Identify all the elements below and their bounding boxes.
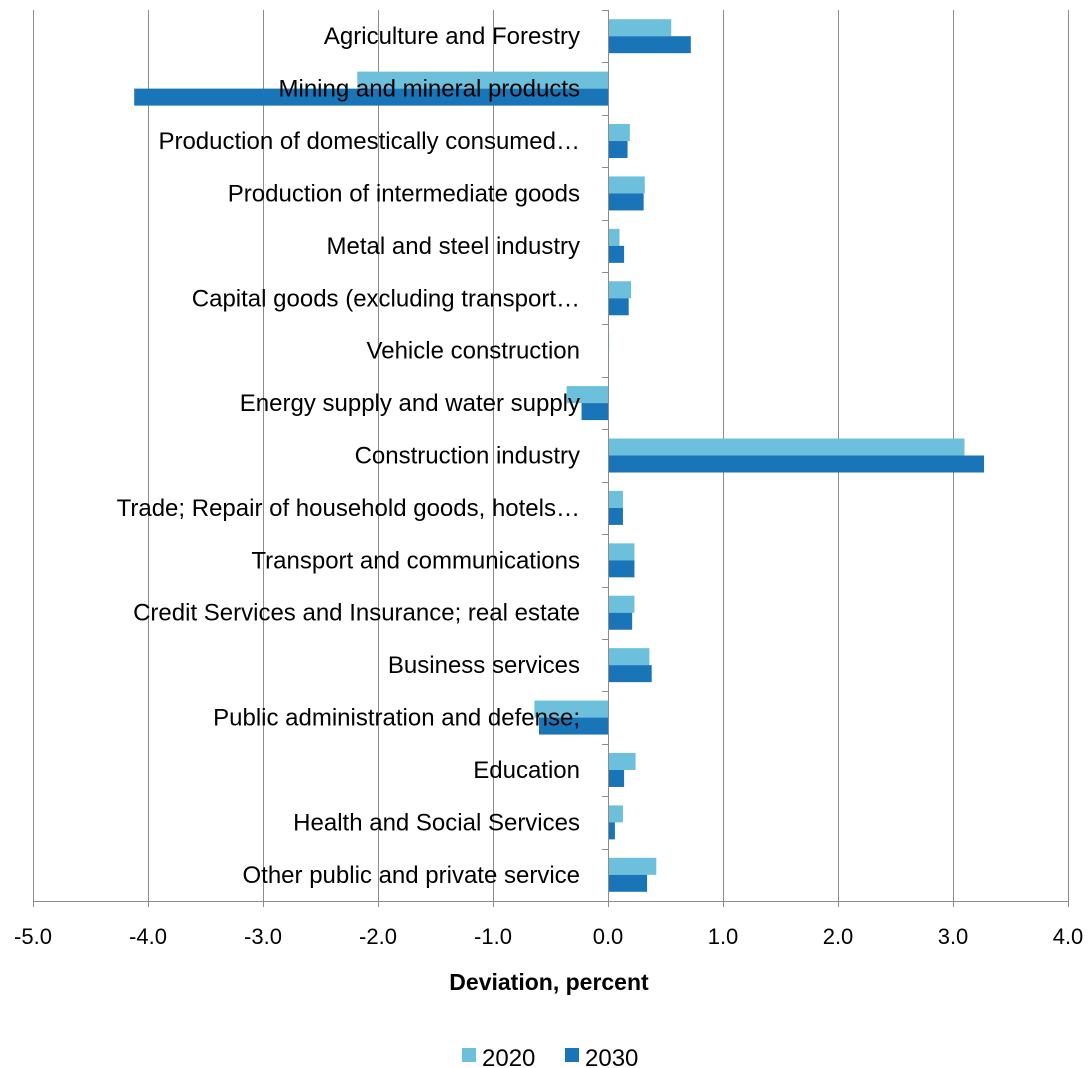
category-label-1: Mining and mineral products — [279, 76, 581, 103]
legend-label-2020: 2020 — [482, 1045, 535, 1068]
category-label-8: Construction industry — [355, 443, 580, 470]
bar-2020-16 — [608, 857, 657, 875]
legend-label-2030: 2030 — [585, 1045, 638, 1068]
bar-2020-8 — [608, 438, 965, 456]
category-label-10: Transport and communications — [251, 547, 580, 574]
x-tick-label-8: 3.0 — [938, 924, 969, 949]
category-label-14: Education — [473, 757, 580, 784]
category-label-2: Production of domestically consumed… — [158, 128, 580, 155]
x-tick-label-1: -4.0 — [129, 924, 167, 949]
legend-swatch-2020 — [462, 1048, 476, 1062]
category-label-5: Capital goods (excluding transport… — [192, 285, 580, 312]
bar-2030-5 — [608, 298, 629, 316]
bar-2030-13 — [539, 717, 608, 735]
x-tick-label-9: 4.0 — [1053, 924, 1084, 949]
bar-2020-0 — [608, 19, 672, 37]
bar-2020-3 — [608, 176, 645, 194]
bar-2030-4 — [608, 245, 625, 263]
bars — [134, 19, 985, 892]
bar-2030-8 — [608, 455, 985, 473]
x-tick-label-5: 0.0 — [593, 924, 624, 949]
x-tick-label-6: 1.0 — [708, 924, 739, 949]
category-label-11: Credit Services and Insurance; real esta… — [133, 600, 580, 627]
bar-2020-5 — [608, 281, 631, 299]
category-label-9: Trade; Repair of household goods, hotels… — [117, 495, 580, 522]
bar-2020-11 — [608, 595, 635, 613]
legend: 2020 2030 — [462, 1045, 638, 1068]
x-tick-label-4: -1.0 — [474, 924, 512, 949]
bar-2020-15 — [608, 805, 623, 823]
bar-2030-11 — [608, 612, 633, 630]
category-label-0: Agriculture and Forestry — [324, 23, 580, 50]
bar-2030-0 — [608, 36, 691, 54]
category-label-16: Other public and private service — [243, 862, 581, 889]
bar-2030-7 — [581, 403, 608, 421]
bar-2030-16 — [608, 874, 648, 892]
category-label-4: Metal and steel industry — [327, 233, 580, 260]
category-label-15: Health and Social Services — [293, 809, 580, 836]
bar-2030-9 — [608, 507, 623, 525]
bar-2020-4 — [608, 228, 620, 246]
category-label-12: Business services — [388, 652, 580, 679]
bar-2020-1 — [357, 71, 608, 89]
bar-2020-9 — [608, 490, 623, 508]
bar-2020-12 — [608, 648, 650, 666]
bar-2030-10 — [608, 560, 635, 578]
x-tick-label-7: 2.0 — [823, 924, 854, 949]
bar-2030-2 — [608, 141, 628, 159]
bar-2020-7 — [566, 386, 608, 404]
category-labels: Agriculture and Forestry Mining and miner… — [117, 23, 580, 889]
x-tick-label-2: -3.0 — [244, 924, 282, 949]
category-label-3: Production of intermediate goods — [228, 180, 580, 207]
category-label-6: Vehicle construction — [367, 338, 580, 365]
bar-2030-12 — [608, 665, 652, 683]
bar-2030-15 — [608, 822, 615, 840]
x-tick-label-3: -2.0 — [359, 924, 397, 949]
bar-2030-1 — [134, 88, 608, 106]
legend-swatch-2030 — [565, 1048, 579, 1062]
bar-2030-14 — [608, 769, 625, 787]
x-tick-label-0: -5.0 — [14, 924, 52, 949]
x-axis: -5.0 -4.0 -3.0 -2.0 -1.0 0.0 1.0 2.0 3.0 4.0 — [14, 10, 1083, 949]
category-label-7: Energy supply and water supply — [240, 390, 580, 417]
bar-2020-13 — [534, 700, 608, 718]
x-axis-title: Deviation, percent — [449, 969, 649, 995]
bar-2020-10 — [608, 543, 635, 561]
category-label-13: Public administration and defense; — [213, 705, 580, 732]
bar-2020-14 — [608, 752, 636, 770]
bar-2020-2 — [608, 124, 630, 142]
bar-2030-3 — [608, 193, 644, 211]
